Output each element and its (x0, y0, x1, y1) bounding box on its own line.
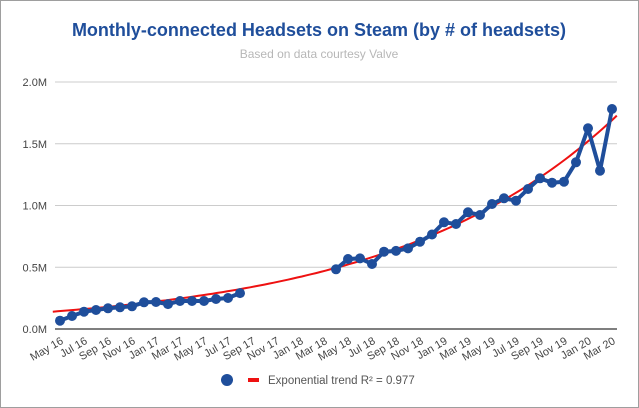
chart-subtitle: Based on data courtesy Valve (240, 47, 399, 61)
data-point (523, 184, 533, 194)
legend-trend-marker (248, 378, 259, 382)
data-point (115, 302, 125, 313)
data-point (355, 253, 365, 264)
data-point (79, 306, 89, 317)
legend-trend-label: Exponential trend R² = 0.977 (268, 375, 415, 387)
data-point (535, 173, 545, 184)
data-point (223, 293, 233, 303)
data-point (595, 165, 605, 176)
data-point (475, 210, 485, 220)
data-point (415, 236, 425, 247)
data-point (499, 193, 509, 204)
y-tick-label: 2.0M (23, 77, 47, 89)
series-line (59, 291, 241, 323)
data-point (67, 311, 77, 321)
data-point (391, 245, 401, 256)
data-point (583, 123, 593, 134)
data-point (91, 305, 101, 315)
trend-line (52, 114, 618, 313)
y-tick-label: 1.0M (23, 201, 47, 213)
data-point (571, 157, 581, 168)
data-point (379, 246, 389, 257)
data-point (403, 243, 413, 254)
trend-line-group (52, 114, 618, 313)
legend: Exponential trend R² = 0.977 (221, 374, 415, 387)
data-point (367, 259, 377, 269)
data-point (511, 195, 521, 206)
data-point (439, 217, 449, 228)
data-point (547, 177, 557, 188)
data-point (151, 297, 161, 307)
gridlines (55, 81, 617, 330)
data-point (451, 219, 461, 229)
legend-series-marker (221, 374, 233, 386)
data-point (127, 301, 137, 312)
data-point (55, 315, 65, 326)
data-point (211, 294, 221, 304)
data-point (187, 296, 197, 306)
series-group (55, 104, 617, 326)
y-tick-label: 0.5M (23, 262, 47, 274)
data-point (607, 104, 617, 114)
data-point (103, 303, 113, 314)
data-point (331, 264, 341, 275)
chart-title: Monthly-connected Headsets on Steam (by … (72, 20, 566, 40)
data-point (487, 199, 497, 209)
y-tick-label: 1.5M (23, 139, 47, 151)
data-point (139, 297, 149, 308)
series-line (334, 108, 614, 271)
y-axis-ticks: 0.0M 0.5M 1.0M 1.5M 2.0M (23, 77, 47, 336)
data-point (235, 288, 245, 299)
data-point (343, 254, 353, 264)
data-point (163, 299, 173, 310)
data-point (199, 296, 209, 306)
y-tick-label: 0.0M (23, 324, 47, 336)
data-point (175, 296, 185, 306)
data-point (463, 207, 473, 218)
data-point (427, 229, 437, 240)
data-point (559, 176, 569, 187)
